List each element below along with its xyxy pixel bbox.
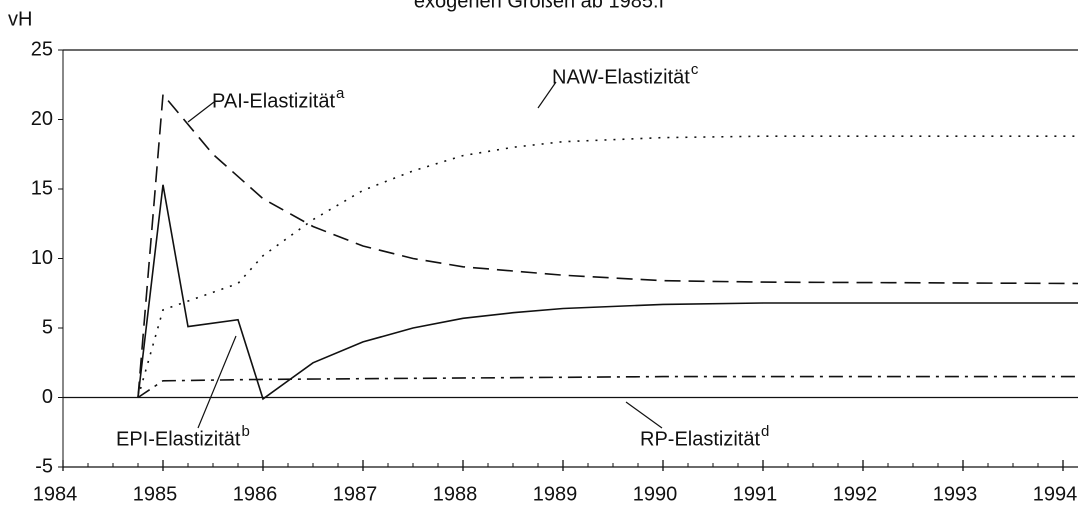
series-annotation-superscript: d bbox=[761, 423, 769, 440]
x-tick-label: 1992 bbox=[833, 483, 878, 505]
series-line bbox=[137, 184, 1078, 401]
y-tick-label: 0 bbox=[42, 386, 53, 408]
leader-line bbox=[197, 335, 237, 429]
x-tick-label: 1988 bbox=[433, 483, 478, 505]
y-axis-label: vH bbox=[8, 8, 32, 30]
y-tick-label: 25 bbox=[31, 38, 53, 60]
x-tick-label: 1994 bbox=[1033, 483, 1078, 505]
series-line bbox=[137, 375, 1078, 399]
leader-line bbox=[625, 401, 663, 429]
series-annotation-superscript: c bbox=[691, 61, 699, 78]
x-tick-label: 1993 bbox=[933, 483, 978, 505]
x-tick-label: 1990 bbox=[633, 483, 678, 505]
series-annotation: NAW-Elastizität bbox=[552, 66, 690, 88]
y-tick-label: -5 bbox=[35, 455, 53, 477]
x-tick-label: 1991 bbox=[733, 483, 778, 505]
y-tick-label: 20 bbox=[31, 108, 53, 130]
leader-line bbox=[537, 81, 557, 109]
y-tick-label: 15 bbox=[31, 177, 53, 199]
leader-line bbox=[187, 101, 215, 123]
x-tick-label: 1986 bbox=[233, 483, 278, 505]
x-tick-label: 1987 bbox=[333, 483, 378, 505]
x-tick-label: 1985 bbox=[133, 483, 178, 505]
series-annotation-superscript: a bbox=[336, 85, 345, 102]
series-annotation: PAI-Elastizität bbox=[212, 90, 335, 112]
chart-title: exogenen Größen ab 1985:I bbox=[414, 0, 664, 12]
x-tick-label: 1984 bbox=[33, 483, 78, 505]
y-tick-label: 5 bbox=[42, 316, 53, 338]
y-tick-label: 10 bbox=[31, 247, 53, 269]
series-annotation: EPI-Elastizität bbox=[116, 428, 241, 450]
series-annotation: RP-Elastizität bbox=[640, 428, 760, 450]
x-tick-label: 1989 bbox=[533, 483, 578, 505]
series-annotation-superscript: b bbox=[241, 423, 249, 440]
series-line bbox=[137, 135, 1078, 398]
series-line bbox=[137, 92, 1078, 398]
